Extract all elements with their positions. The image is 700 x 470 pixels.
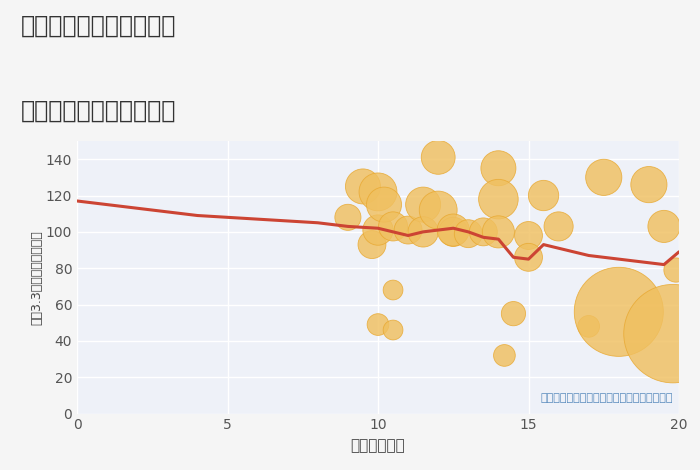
Point bbox=[417, 228, 428, 235]
Point bbox=[643, 181, 655, 188]
Point bbox=[433, 206, 444, 214]
Point bbox=[523, 253, 534, 261]
Point bbox=[402, 226, 414, 234]
Point bbox=[372, 321, 384, 329]
Point bbox=[372, 226, 384, 234]
Text: 円の大きさは、取引のあった物件面積を示す: 円の大きさは、取引のあった物件面積を示す bbox=[540, 393, 673, 403]
Point bbox=[388, 223, 399, 230]
Y-axis label: 坪（3.3㎡）単価（万円）: 坪（3.3㎡）単価（万円） bbox=[30, 230, 43, 325]
Point bbox=[493, 228, 504, 235]
Point bbox=[613, 308, 624, 315]
Point bbox=[671, 266, 682, 274]
Point bbox=[667, 330, 678, 337]
Point bbox=[523, 232, 534, 239]
Point bbox=[342, 213, 354, 221]
Point bbox=[463, 230, 474, 237]
X-axis label: 駅距離（分）: 駅距離（分） bbox=[351, 438, 405, 453]
Point bbox=[379, 201, 390, 208]
Point bbox=[388, 326, 399, 334]
Point bbox=[448, 228, 459, 235]
Point bbox=[433, 154, 444, 161]
Text: 駅距離別中古戸建て価格: 駅距離別中古戸建て価格 bbox=[21, 99, 176, 123]
Point bbox=[477, 228, 489, 235]
Point bbox=[583, 322, 594, 330]
Point bbox=[388, 286, 399, 294]
Point bbox=[417, 201, 428, 208]
Point bbox=[658, 223, 669, 230]
Point bbox=[508, 310, 519, 317]
Point bbox=[493, 164, 504, 172]
Point bbox=[366, 241, 377, 248]
Text: 愛知県春日井市知多町の: 愛知県春日井市知多町の bbox=[21, 14, 176, 38]
Point bbox=[493, 196, 504, 203]
Point bbox=[448, 226, 459, 234]
Point bbox=[538, 192, 549, 199]
Point bbox=[553, 223, 564, 230]
Point bbox=[499, 352, 510, 359]
Point bbox=[598, 173, 609, 181]
Point bbox=[372, 188, 384, 196]
Point bbox=[357, 183, 368, 190]
